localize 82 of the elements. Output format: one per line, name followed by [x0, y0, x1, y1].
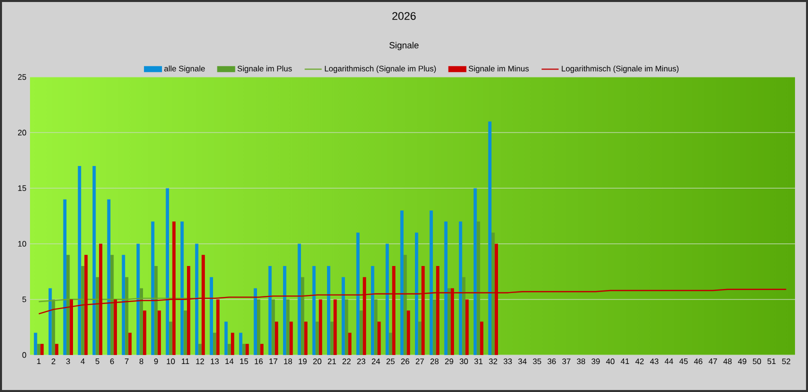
bar: [290, 322, 293, 355]
bar: [260, 344, 264, 355]
bar: [198, 344, 202, 355]
bar: [444, 222, 448, 355]
bar: [96, 277, 100, 355]
bar: [180, 222, 184, 355]
bar: [136, 244, 140, 355]
bar: [458, 222, 462, 355]
bar: [356, 232, 360, 355]
bar: [239, 332, 242, 355]
bar: [151, 222, 154, 355]
bar: [81, 266, 84, 355]
bar: [195, 244, 198, 355]
bar: [480, 322, 484, 355]
bar: [386, 244, 389, 355]
bar: [272, 299, 275, 355]
bar: [400, 210, 404, 355]
bar: [37, 344, 40, 355]
bar: [388, 332, 392, 355]
bar: [66, 254, 70, 355]
bar: [224, 322, 228, 355]
bar: [370, 266, 374, 355]
bar: [327, 266, 330, 355]
bar: [184, 310, 187, 355]
bar: [286, 299, 290, 355]
bar: [374, 299, 378, 355]
chart-title: 2026: [392, 12, 416, 20]
bar: [462, 277, 466, 355]
bar: [48, 288, 52, 355]
chart-subtitle: Signale: [389, 42, 419, 50]
bar: [430, 210, 433, 355]
bar: [406, 310, 410, 355]
bar: [414, 232, 418, 355]
bar: [491, 232, 495, 355]
bar: [342, 277, 345, 355]
bar: [55, 344, 58, 355]
bar: [78, 166, 82, 355]
bar: [128, 332, 132, 355]
bar: [110, 254, 114, 355]
bar: [213, 332, 216, 355]
bar: [344, 299, 348, 355]
bar: [92, 166, 96, 355]
bar: [432, 299, 436, 355]
bar: [242, 344, 246, 355]
bar: [404, 254, 407, 355]
bar: [256, 299, 260, 355]
bar: [254, 288, 257, 355]
bar: [210, 277, 214, 355]
bar: [334, 299, 337, 355]
bar: [448, 288, 451, 355]
bar: [377, 322, 381, 355]
bar: [488, 121, 492, 355]
bar: [312, 266, 316, 355]
bar: [348, 332, 352, 355]
bar: [330, 322, 334, 355]
bar: [318, 299, 322, 355]
bar: [274, 322, 278, 355]
bar: [268, 266, 272, 355]
bar: [476, 222, 480, 355]
bar: [230, 332, 234, 355]
bar: [465, 299, 469, 355]
bar: [316, 322, 319, 355]
bar: [107, 199, 110, 355]
bar: [169, 322, 172, 355]
bar: [300, 277, 304, 355]
bar: [228, 344, 231, 355]
bar: [63, 199, 66, 355]
bar: [125, 277, 128, 355]
bar: [158, 310, 161, 355]
bar: [304, 322, 308, 355]
bar: [166, 188, 170, 355]
bar: [40, 344, 44, 355]
bar: [360, 310, 363, 355]
bar: [418, 322, 422, 355]
bar: [283, 266, 286, 355]
bar: [474, 188, 477, 355]
bar: [246, 344, 249, 355]
bar: [34, 332, 38, 355]
bar: [154, 266, 158, 355]
bar: [143, 310, 146, 355]
bar: [298, 244, 301, 355]
bar: [122, 254, 126, 355]
